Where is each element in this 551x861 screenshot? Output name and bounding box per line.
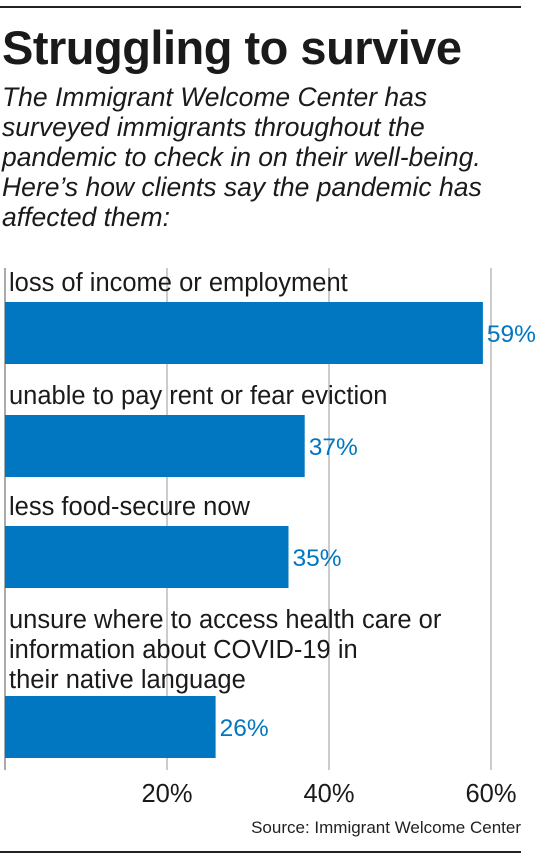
category-label: unable to pay rent or fear eviction: [9, 382, 387, 410]
top-rule: [0, 6, 521, 8]
x-tick-label: 20%: [141, 780, 192, 808]
x-tick-label: 60%: [465, 780, 516, 808]
category-label-line: loss of income or employment: [9, 269, 348, 297]
bar: [5, 696, 216, 758]
bottom-rule: [0, 851, 521, 853]
category-label-line: less food-secure now: [9, 493, 251, 521]
category-label-line: their native language: [9, 666, 246, 694]
bar: [5, 302, 483, 364]
bar-chart: loss of income or employment 59% unable to…: [4, 268, 536, 808]
data-label: 59%: [487, 321, 536, 348]
source-note: Source: Immigrant Welcome Center: [251, 818, 521, 837]
category-label: loss of income or employment: [9, 269, 348, 297]
category-label: less food-secure now: [9, 493, 251, 521]
data-label: 26%: [220, 715, 269, 742]
bar: [5, 526, 289, 588]
category-label-line: unable to pay rent or fear eviction: [9, 382, 387, 410]
category-label: unsure where to access health care or inf…: [9, 606, 442, 694]
category-label-line: unsure where to access health care or: [9, 606, 442, 634]
bar: [5, 415, 305, 477]
chart-subtitle: The Immigrant Welcome Center has surveye…: [2, 82, 482, 232]
category-label-line: information about COVID-19 in: [9, 636, 358, 664]
data-label: 35%: [293, 545, 342, 572]
x-tick-label: 40%: [303, 780, 354, 808]
data-label: 37%: [309, 434, 358, 461]
chart-title: Struggling to survive: [2, 21, 462, 74]
